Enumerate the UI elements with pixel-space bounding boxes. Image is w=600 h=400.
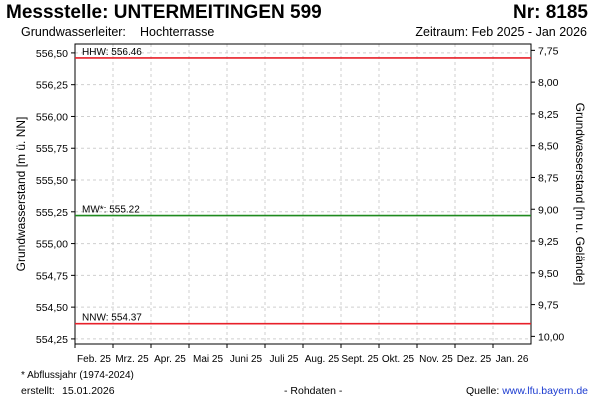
created-date: 15.01.2026: [62, 385, 115, 397]
x-tick-label: Okt. 25: [382, 354, 415, 365]
y-tick-label: 554,75: [36, 270, 68, 282]
y2-tick-label: 8,75: [538, 172, 559, 184]
period-label: Zeitraum: Feb 2025 - Jan 2026: [415, 25, 587, 39]
x-tick-label: Nov. 25: [419, 354, 453, 365]
y-axis-title: Grundwasserstand [m ü. NN]: [14, 117, 28, 272]
y2-tick-label: 9,50: [538, 268, 559, 280]
x-tick-label: Feb. 25: [77, 354, 111, 365]
y2-tick-label: 9,00: [538, 204, 559, 216]
footnote: * Abflussjahr (1974-2024): [21, 370, 134, 381]
x-tick-label: Dez. 25: [457, 354, 492, 365]
x-tick-label: Apr. 25: [154, 354, 186, 365]
y-tick-label: 556,00: [36, 111, 68, 123]
x-tick-label: Sept. 25: [341, 354, 379, 365]
reference-line-label: NNW: 554.37: [82, 313, 142, 324]
y2-axis-title: Grundwasserstand [m u. Gelände]: [573, 103, 587, 286]
x-tick-label: Aug. 25: [305, 354, 340, 365]
source-link[interactable]: www.lfu.bayern.de: [502, 385, 588, 397]
aquifer-value: Hochterrasse: [140, 25, 215, 39]
x-tick-label: Mrz. 25: [115, 354, 149, 365]
y2-tick-label: 8,50: [538, 141, 559, 153]
y-tick-label: 556,50: [36, 48, 68, 60]
y2-tick-label: 8,00: [538, 77, 559, 89]
y-tick-label: 555,25: [36, 207, 68, 219]
x-tick-label: Jan. 26: [496, 354, 529, 365]
y-tick-label: 555,00: [36, 239, 68, 251]
y-tick-label: 556,25: [36, 80, 68, 92]
reference-line-label: MW*: 555.22: [82, 205, 140, 216]
y2-tick-label: 9,75: [538, 300, 559, 312]
y2-tick-label: 10,00: [538, 331, 564, 343]
source-label: Quelle:: [466, 385, 500, 397]
y-tick-label: 554,50: [36, 302, 68, 314]
station-number: Nr: 8185: [513, 2, 588, 23]
y-tick-label: 554,25: [36, 334, 68, 346]
plot-frame: [74, 43, 532, 345]
created-label: erstellt:: [21, 385, 55, 397]
y-tick-label: 555,50: [36, 175, 68, 187]
reference-line-label: HHW: 556.46: [82, 47, 142, 58]
x-tick-label: Juni 25: [230, 354, 263, 365]
page-title: Messstelle: UNTERMEITINGEN 599: [6, 2, 322, 23]
y2-tick-label: 7,75: [538, 45, 559, 57]
y-tick-label: 555,75: [36, 143, 68, 155]
y2-tick-label: 9,25: [538, 236, 559, 248]
y2-tick-label: 8,25: [538, 109, 559, 121]
raw-data-note: - Rohdaten -: [284, 385, 343, 397]
aquifer-label: Grundwasserleiter:: [21, 25, 126, 39]
source-credit: Quelle: www.lfu.bayern.de: [466, 385, 588, 397]
x-tick-label: Juli 25: [270, 354, 299, 365]
x-tick-label: Mai 25: [193, 354, 223, 365]
